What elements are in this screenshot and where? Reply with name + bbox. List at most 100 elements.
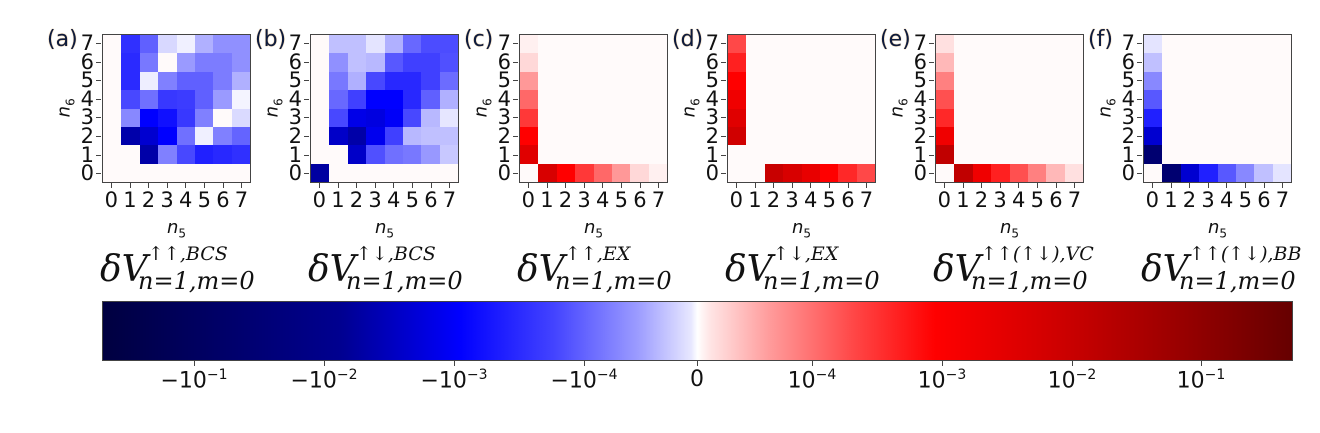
x-tick-label: 0 <box>102 183 121 211</box>
heatmap-cell <box>103 90 122 109</box>
heatmap-cell <box>1199 163 1218 182</box>
heatmap-cell <box>1217 145 1236 164</box>
heatmap-cell <box>611 145 631 164</box>
heatmap-cell <box>936 145 955 164</box>
heatmap-cell <box>213 90 232 109</box>
colorbar-tick-label: −10−4 <box>550 367 618 394</box>
heatmap-cell <box>1027 163 1047 182</box>
y-axis-label: n6 <box>261 98 286 118</box>
heatmap-cell <box>366 145 385 164</box>
heatmap-cell <box>384 90 403 109</box>
x-tick-label: 4 <box>801 183 820 211</box>
heatmap-cell <box>121 71 140 91</box>
x-tick-label: 4 <box>384 183 403 211</box>
heatmap-cell <box>819 71 839 91</box>
heatmap-cell <box>1027 71 1047 91</box>
x-tick-label: 2 <box>139 183 158 211</box>
heatmap-cell <box>1254 35 1273 54</box>
y-tick-label: 3 <box>699 107 726 128</box>
heatmap-cell <box>1180 126 1200 146</box>
heatmap-cell <box>728 163 747 182</box>
heatmap-cell <box>213 71 232 91</box>
heatmap-cell <box>764 71 784 91</box>
heatmap-cell <box>648 126 667 146</box>
heatmap-cell <box>1009 53 1028 72</box>
heatmap-cell <box>1144 163 1163 182</box>
heatmap-cell <box>819 53 839 72</box>
y-tick-label: 5 <box>491 70 518 90</box>
x-tick-label: 2 <box>556 183 575 211</box>
heatmap-cell <box>1009 71 1028 91</box>
heatmap-cell <box>520 145 539 164</box>
quantity-superscript: ↑↓,EX <box>773 243 839 265</box>
heatmap-cell <box>1027 145 1047 164</box>
heatmap-cell <box>1064 71 1083 91</box>
heatmap-cell <box>575 35 594 54</box>
heatmap-cell <box>764 53 784 72</box>
heatmap-cell <box>954 90 973 109</box>
colorbar-tick <box>812 361 813 366</box>
heatmap-cell <box>194 90 214 109</box>
heatmap-cell <box>954 108 973 127</box>
quantity-symbol: δV <box>517 249 565 290</box>
heatmap-cell <box>648 90 667 109</box>
heatmap-cell <box>384 35 403 54</box>
y-tick-label: 7 <box>282 33 309 53</box>
y-axis-label: n6 <box>678 98 703 118</box>
heatmap-cell <box>801 90 820 109</box>
heatmap-cell <box>954 126 973 146</box>
heatmap-cell <box>194 108 214 127</box>
panel-label: (b) <box>255 27 287 52</box>
heatmap-cell <box>421 90 440 109</box>
heatmap-cell <box>856 53 875 72</box>
heatmap-cell <box>1272 163 1291 182</box>
heatmap-cell <box>1009 145 1028 164</box>
heatmap-cell <box>1144 35 1163 54</box>
heatmap-cell <box>783 90 802 109</box>
colorbar-tick <box>584 361 585 366</box>
heatmap-cell <box>538 126 557 146</box>
quantity-symbol: δV <box>100 249 148 290</box>
heatmap-cell <box>402 90 422 109</box>
heatmap-cell <box>728 108 747 127</box>
heatmap-cell <box>954 53 973 72</box>
heatmap-cell <box>1144 90 1163 109</box>
heatmap-cell <box>176 90 195 109</box>
x-tick-label: 1 <box>329 183 348 211</box>
heatmap-cell <box>347 108 367 127</box>
heatmap-cell <box>520 90 539 109</box>
heatmap-cell <box>158 35 177 54</box>
heatmap-cell <box>520 108 539 127</box>
heatmap-cell <box>575 108 594 127</box>
x-tick-label: 5 <box>403 183 422 211</box>
heatmap-cell <box>801 35 820 54</box>
heatmap-cell <box>231 145 250 164</box>
x-tick-label: 1 <box>121 183 140 211</box>
heatmap-cell <box>103 145 122 164</box>
heatmap-cell <box>1046 163 1065 182</box>
heatmap-cell <box>1272 53 1291 72</box>
quantity-symbol: δV <box>725 249 773 290</box>
heatmap-cell <box>347 145 367 164</box>
heatmap-cell <box>231 71 250 91</box>
y-tick-label: 6 <box>907 51 934 72</box>
heatmap-cell <box>1046 90 1065 109</box>
heatmap-cell <box>838 35 857 54</box>
x-axis-label: n5 <box>791 217 812 241</box>
heatmap-cell <box>1217 126 1236 146</box>
heatmap-cell <box>991 126 1010 146</box>
colorbar-tick-label: 10−1 <box>1176 367 1226 394</box>
heatmap-cell <box>139 108 159 127</box>
heatmap-cell <box>819 145 839 164</box>
heatmap-cell <box>402 163 422 182</box>
x-tick-label: 2 <box>764 183 783 211</box>
x-tick-label: 2 <box>1180 183 1199 211</box>
heatmap-cell <box>1064 126 1083 146</box>
heatmap-cell <box>366 108 385 127</box>
heatmap-cell <box>158 71 177 91</box>
colorbar-tick-label: 10−3 <box>917 367 967 394</box>
heatmap-cell <box>176 145 195 164</box>
heatmap-cell <box>1235 108 1255 127</box>
heatmap-cell <box>439 35 458 54</box>
heatmap-cell <box>158 126 177 146</box>
